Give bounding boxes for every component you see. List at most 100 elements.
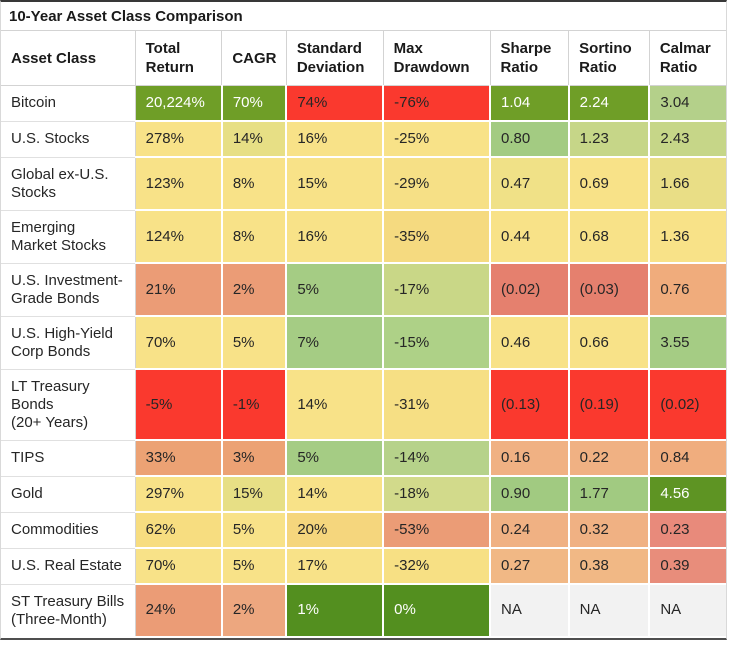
metric-cell: 0.39 [649,548,726,585]
metric-cell: 3.55 [649,316,726,370]
metric-cell: 1.77 [568,476,651,513]
column-header: Sortino Ratio [568,31,650,86]
metric-cell: 3% [221,440,288,477]
metric-cell: -32% [383,548,492,585]
column-header: Calmar Ratio [649,31,726,86]
metric-cell: 5% [221,512,288,549]
metric-cell: 15% [286,157,385,211]
metric-cell: 7% [286,316,385,370]
metric-cell: -29% [383,157,492,211]
metric-cell: 0.76 [649,263,726,317]
metric-cell: 1.23 [568,121,651,158]
table-row: Gold 297% 15% 14% -18% 0.90 1.77 4.56 [1,476,726,513]
metric-cell: 0.16 [490,440,570,477]
metric-cell: 14% [286,476,385,513]
metric-cell: 0.66 [568,316,651,370]
metric-cell: -76% [383,85,492,122]
table-row: Global ex-U.S. Stocks 123% 8% 15% -29% 0.47 0.… [1,157,726,211]
metric-cell: 5% [221,548,288,585]
asset-name-cell: Commodities [1,512,136,549]
metric-cell: 0.69 [568,157,651,211]
asset-name-cell: Emerging Market Stocks [1,210,136,264]
metric-cell: 278% [135,121,223,158]
asset-name-cell: LT Treasury Bonds (20+ Years) [1,369,136,441]
metric-cell: NA [490,584,570,638]
metric-cell: -35% [383,210,492,264]
metric-cell: 1% [286,584,385,638]
comparison-table-panel: 10-Year Asset Class Comparison Asset Cla… [0,0,727,640]
column-header: Sharpe Ratio [490,31,570,86]
metric-cell: (0.03) [568,263,651,317]
metric-cell: 0% [383,584,492,638]
metric-cell: 5% [286,440,385,477]
metric-cell: 0.68 [568,210,651,264]
metric-cell: 15% [221,476,288,513]
metric-cell: -15% [383,316,492,370]
column-header: Max Drawdown [383,31,491,86]
column-header: Total Return [135,31,223,86]
metric-cell: 1.36 [649,210,726,264]
metric-cell: 0.44 [490,210,570,264]
metric-cell: 0.90 [490,476,570,513]
asset-name-cell: U.S. Investment- Grade Bonds [1,263,136,317]
metric-cell: 74% [286,85,385,122]
metric-cell: 0.24 [490,512,570,549]
metric-cell: 16% [286,210,385,264]
metric-cell: 0.27 [490,548,570,585]
metric-cell: NA [649,584,726,638]
metric-cell: 33% [135,440,223,477]
metric-cell: 17% [286,548,385,585]
table-row: Bitcoin 20,224% 70% 74% -76% 1.04 2.24 3.04 [1,85,726,122]
asset-name-cell: TIPS [1,440,136,477]
metric-cell: 297% [135,476,223,513]
metric-cell: 20,224% [135,85,223,122]
column-header: Asset Class [1,31,136,86]
metric-cell: 1.04 [490,85,570,122]
metric-cell: (0.02) [490,263,570,317]
metric-cell: 0.32 [568,512,651,549]
metric-cell: 123% [135,157,223,211]
metric-cell: -5% [135,369,223,441]
asset-name-cell: ST Treasury Bills (Three-Month) [1,584,136,637]
metric-cell: 70% [135,316,223,370]
metric-cell: 5% [221,316,288,370]
metric-cell: 3.04 [649,85,726,122]
table-row: LT Treasury Bonds (20+ Years) -5% -1% 14% -3… [1,369,726,441]
metric-cell: 2.24 [568,85,651,122]
metric-cell: 14% [221,121,288,158]
metric-cell: 8% [221,210,288,264]
asset-class-comparison-table: Asset Class Total Return CAGR Standard Devi… [1,31,726,638]
metric-cell: -53% [383,512,492,549]
metric-cell: 0.80 [490,121,570,158]
table-header: Asset Class Total Return CAGR Standard Devi… [1,31,726,86]
metric-cell: 70% [135,548,223,585]
metric-cell: -14% [383,440,492,477]
table-row: U.S. Investment- Grade Bonds 21% 2% 5% -17%(… [1,263,726,317]
table-row: ST Treasury Bills (Three-Month) 24% 2% 1% 0%… [1,584,726,638]
asset-name-cell: Gold [1,476,136,513]
metric-cell: -17% [383,263,492,317]
table-row: U.S. Stocks 278% 14% 16% -25% 0.80 1.23 2.43 [1,121,726,158]
metric-cell: 21% [135,263,223,317]
metric-cell: 16% [286,121,385,158]
metric-cell: 14% [286,369,385,441]
metric-cell: -1% [221,369,288,441]
metric-cell: 0.47 [490,157,570,211]
metric-cell: 124% [135,210,223,264]
metric-cell: (0.19) [568,369,651,441]
metric-cell: 4.56 [649,476,726,513]
metric-cell: 2% [221,584,288,638]
column-header: Standard Deviation [286,31,384,86]
metric-cell: 0.38 [568,548,651,585]
metric-cell: 24% [135,584,223,638]
metric-cell: 0.22 [568,440,651,477]
metric-cell: 8% [221,157,288,211]
table-row: U.S. High-Yield Corp Bonds 70% 5% 7% -15% 0.4… [1,316,726,370]
asset-name-cell: Bitcoin [1,85,136,122]
metric-cell: (0.02) [649,369,726,441]
metric-cell: 0.46 [490,316,570,370]
metric-cell: 1.66 [649,157,726,211]
metric-cell: 70% [221,85,288,122]
asset-name-cell: U.S. High-Yield Corp Bonds [1,316,136,370]
metric-cell: NA [568,584,651,638]
